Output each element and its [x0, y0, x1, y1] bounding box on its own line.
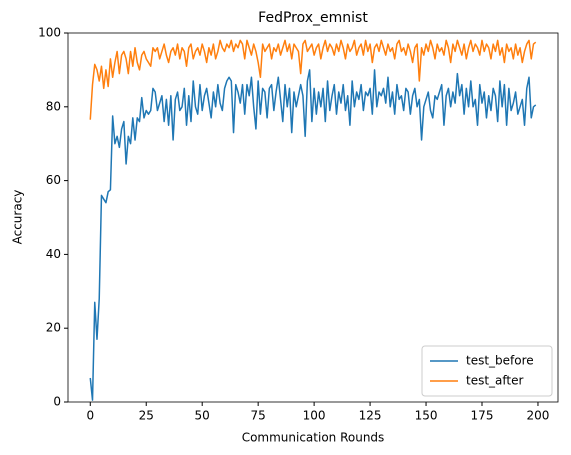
- y-tick-label: 20: [46, 321, 61, 335]
- x-tick-label: 0: [86, 409, 94, 423]
- x-tick-label: 50: [195, 409, 210, 423]
- legend-box: [421, 345, 553, 397]
- x-axis-label: Communication Rounds: [242, 431, 385, 445]
- legend-label: test_before: [466, 354, 534, 368]
- plot-frame: [67, 32, 559, 403]
- y-tick-label: 100: [38, 26, 61, 40]
- legend-label: test_after: [466, 374, 524, 388]
- data-line: [89, 39, 537, 120]
- y-tick-label: 80: [46, 99, 61, 113]
- x-tick-label: 100: [303, 409, 326, 423]
- data-line: [89, 69, 537, 401]
- y-tick-label: 0: [53, 395, 61, 409]
- x-tick-label: 150: [415, 409, 438, 423]
- x-tick-label: 200: [527, 409, 550, 423]
- x-tick-label: 175: [471, 409, 494, 423]
- x-tick-label: 125: [359, 409, 382, 423]
- x-tick-label: 25: [139, 409, 154, 423]
- y-tick-label: 40: [46, 247, 61, 261]
- y-axis-label: Accuracy: [11, 190, 25, 245]
- y-tick-label: 60: [46, 173, 61, 187]
- chart-title: FedProx_emnist: [258, 10, 368, 26]
- x-tick-label: 75: [251, 409, 266, 423]
